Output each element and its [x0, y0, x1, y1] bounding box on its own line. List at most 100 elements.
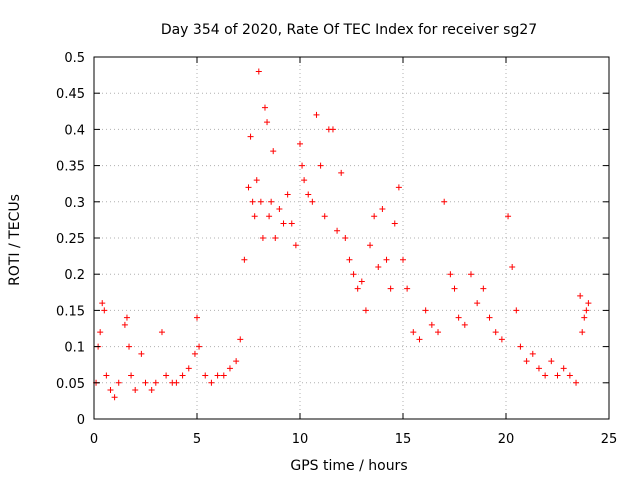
data-point — [416, 336, 423, 343]
data-point — [288, 220, 295, 227]
data-point — [581, 314, 588, 321]
data-point — [299, 162, 306, 169]
data-point — [115, 379, 122, 386]
data-point — [284, 191, 291, 198]
data-point — [266, 213, 273, 220]
data-point — [196, 343, 203, 350]
data-point — [395, 184, 402, 191]
data-point — [126, 343, 133, 350]
data-point — [354, 285, 361, 292]
data-point — [208, 379, 215, 386]
y-tick-label: 0.25 — [56, 232, 85, 247]
data-point — [560, 365, 567, 372]
y-tick-label: 0.1 — [64, 341, 85, 356]
data-point — [297, 140, 303, 147]
data-point — [268, 198, 275, 205]
x-tick-label: 25 — [601, 432, 618, 447]
data-point — [158, 329, 165, 336]
data-point — [435, 329, 442, 336]
y-tick-label: 0.35 — [56, 160, 85, 175]
data-point — [579, 329, 586, 336]
data-point — [342, 235, 349, 241]
data-point — [554, 372, 561, 379]
x-axis-label: GPS time / hours — [290, 458, 407, 474]
data-point — [566, 372, 573, 379]
data-point — [270, 148, 277, 155]
data-point — [99, 300, 106, 307]
data-point — [455, 314, 462, 321]
data-point — [257, 198, 264, 205]
y-tick-label: 0.45 — [56, 87, 85, 102]
data-point — [371, 213, 378, 220]
y-axis-label: ROTI / TECUs — [7, 194, 23, 286]
data-point — [474, 300, 481, 307]
data-point — [305, 191, 312, 198]
data-point — [498, 336, 505, 343]
data-point — [214, 372, 221, 379]
data-point — [173, 379, 180, 386]
y-tick-label: 0 — [77, 413, 85, 428]
y-tick-label: 0.5 — [64, 51, 85, 66]
data-point — [138, 350, 145, 357]
data-point — [309, 198, 316, 205]
data-point — [329, 126, 336, 133]
data-point — [264, 119, 271, 126]
data-point — [191, 350, 198, 357]
data-point — [548, 358, 555, 365]
data-point — [461, 321, 468, 328]
data-point — [410, 329, 417, 336]
data-point — [486, 314, 493, 321]
data-point — [535, 365, 542, 372]
data-point — [261, 104, 268, 111]
data-point — [179, 372, 186, 379]
data-point — [237, 336, 244, 343]
data-point — [276, 206, 283, 213]
data-point — [422, 307, 429, 314]
data-point — [272, 235, 279, 241]
y-tick-label: 0.4 — [64, 123, 85, 138]
data-point — [367, 242, 374, 249]
data-point — [362, 307, 369, 314]
data-point — [350, 271, 357, 278]
data-point — [247, 133, 254, 140]
chart-title: Day 354 of 2020, Rate Of TEC Index for r… — [161, 22, 537, 38]
data-point — [226, 365, 233, 372]
data-point — [245, 184, 252, 191]
data-point — [391, 220, 398, 227]
data-point — [152, 379, 159, 386]
data-point — [505, 213, 512, 220]
data-point — [480, 285, 487, 292]
data-point — [313, 111, 320, 118]
y-tick-label: 0.2 — [64, 268, 85, 283]
data-point — [101, 307, 108, 314]
data-point — [321, 213, 328, 220]
data-point — [142, 379, 149, 386]
data-point — [523, 358, 530, 365]
data-point — [338, 169, 345, 176]
data-point — [428, 321, 435, 328]
data-point — [121, 321, 128, 328]
data-point — [542, 372, 549, 379]
data-point — [107, 387, 114, 394]
data-point — [255, 68, 262, 75]
data-point — [513, 307, 520, 314]
data-point — [387, 285, 394, 292]
data-point — [185, 365, 192, 372]
data-point — [573, 379, 580, 386]
x-tick-label: 15 — [395, 432, 412, 447]
data-point — [492, 329, 499, 336]
data-point — [111, 394, 118, 401]
y-tick-label: 0.3 — [64, 196, 85, 211]
plot-frame — [93, 56, 610, 420]
data-point — [280, 220, 287, 227]
data-point — [509, 263, 516, 270]
data-point — [241, 256, 248, 263]
data-point — [253, 177, 260, 184]
data-point — [441, 198, 448, 205]
data-point — [148, 387, 155, 394]
x-tick-label: 10 — [292, 432, 309, 447]
data-point — [301, 177, 308, 184]
x-tick-label: 0 — [90, 432, 98, 447]
grid-lines — [94, 57, 609, 419]
data-point — [233, 358, 240, 365]
